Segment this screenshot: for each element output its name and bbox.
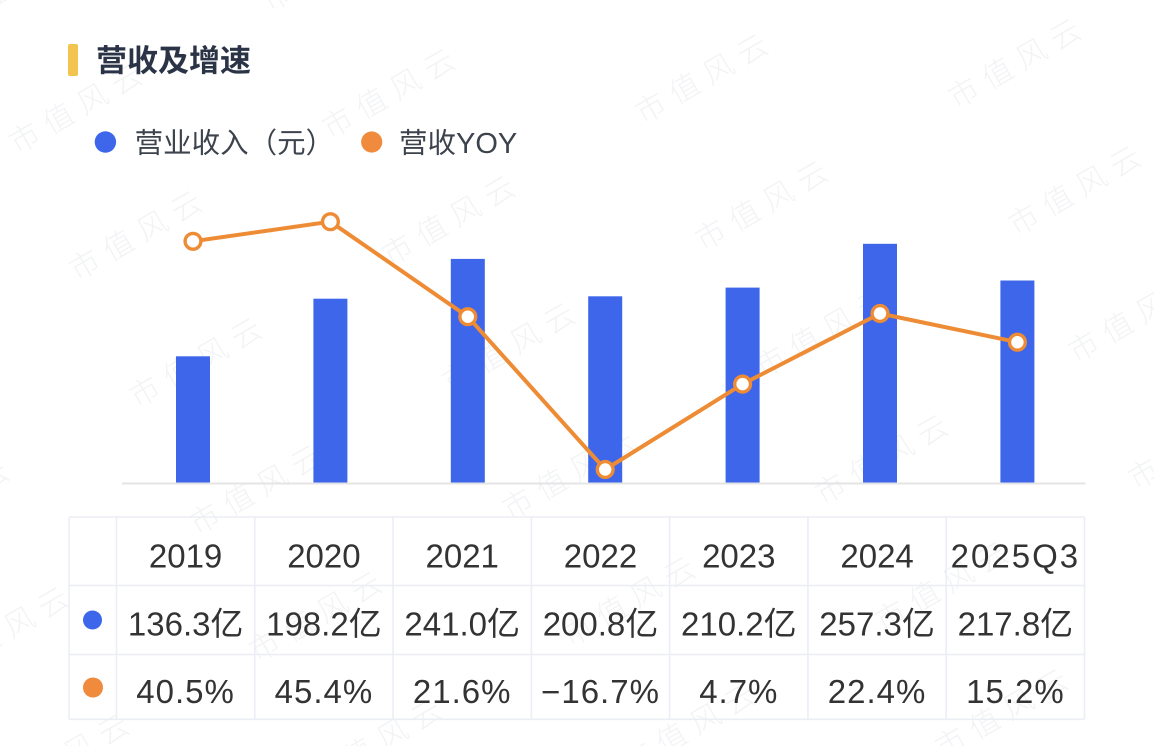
svg-text:2021: 2021 <box>425 538 498 575</box>
svg-text:2024: 2024 <box>840 538 913 575</box>
svg-text:YOY: YOY <box>456 128 517 160</box>
svg-text:210.2: 210.2 <box>681 605 764 642</box>
svg-text:2020: 2020 <box>287 538 360 575</box>
svg-text:2025Q3: 2025Q3 <box>951 538 1080 575</box>
svg-text:136.3: 136.3 <box>128 605 211 642</box>
svg-text:2022: 2022 <box>564 538 637 575</box>
svg-text:2019: 2019 <box>149 538 222 575</box>
svg-text:200.8: 200.8 <box>543 605 626 642</box>
svg-text:22.4%: 22.4% <box>828 673 927 710</box>
svg-text:241.0: 241.0 <box>404 605 487 642</box>
svg-text:4.7%: 4.7% <box>699 673 778 710</box>
svg-text:198.2: 198.2 <box>266 605 349 642</box>
svg-text:45.4%: 45.4% <box>275 673 374 710</box>
svg-text:2023: 2023 <box>702 538 775 575</box>
svg-text:−16.7%: −16.7% <box>541 673 660 710</box>
svg-text:257.3: 257.3 <box>819 605 902 642</box>
svg-text:217.8: 217.8 <box>958 605 1041 642</box>
svg-text:15.2%: 15.2% <box>966 673 1065 710</box>
svg-text:21.6%: 21.6% <box>413 673 512 710</box>
svg-text:40.5%: 40.5% <box>136 673 235 710</box>
